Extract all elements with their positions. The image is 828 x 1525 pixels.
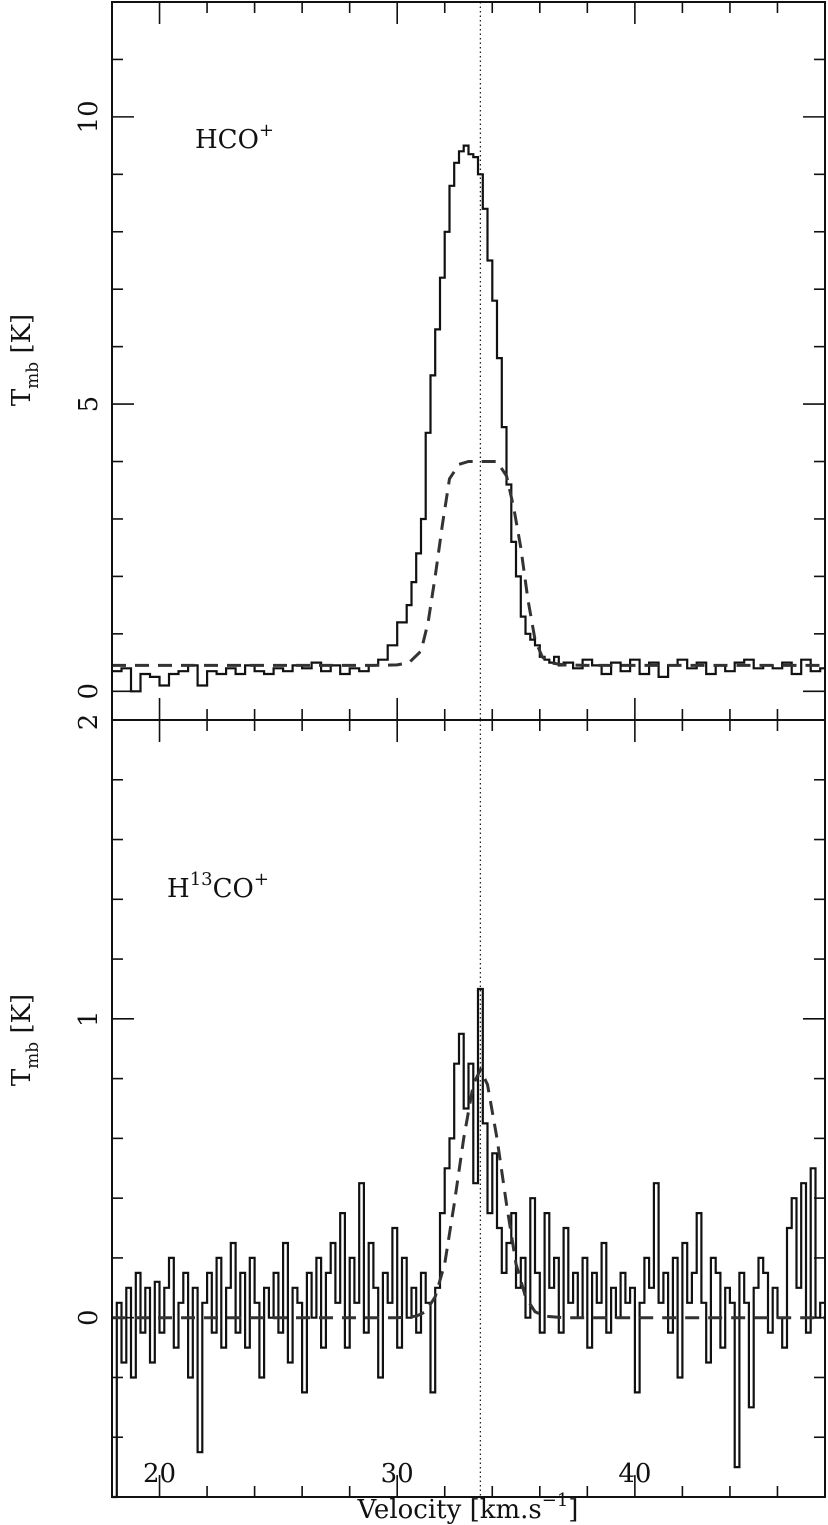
observed-spectrum-histogram (112, 987, 825, 1499)
x-tick-label: 20 (143, 1459, 176, 1489)
top-panel-frame (111, 1, 826, 721)
panel-hco-plus: HCO+ Tmb [K] 0 5 10 (7, 1, 826, 721)
bottom-panel-y-tick-labels: 01 (74, 1011, 104, 1326)
top-panel-y-axis-label: Tmb [K] (7, 314, 43, 406)
y-tick-label: 0 (74, 1309, 104, 1326)
y-tick-label: 5 (74, 396, 104, 413)
y-tick-label: 0 (74, 683, 104, 700)
top-panel-series (112, 144, 825, 693)
top-panel-molecule-label: HCO+ (195, 120, 274, 155)
model-fit-dashed-line (112, 1066, 825, 1320)
x-axis-label: Velocity [km.s−1] (357, 1490, 579, 1525)
y-tick-label: 10 (74, 100, 104, 133)
bottom-panel-top-tick-label: 2 (74, 714, 104, 731)
bottom-panel-molecule-label: H13CO+ (167, 869, 269, 904)
panel-h13co-plus: H13CO+ Tmb [K] 01 2 20 30 40 Velocity [km.… (7, 714, 826, 1525)
top-panel-ticks (112, 2, 825, 720)
model-fit-dashed-line (112, 460, 825, 667)
y-tick-label: 1 (74, 1011, 104, 1028)
x-tick-labels: 20 30 40 (143, 1459, 651, 1489)
bottom-panel-frame (111, 719, 826, 1498)
observed-spectrum-histogram (112, 144, 825, 693)
x-tick-label: 30 (381, 1459, 414, 1489)
bottom-panel-ticks (112, 720, 825, 1497)
bottom-panel-y-axis-label: Tmb [K] (7, 994, 43, 1086)
top-panel-y-tick-labels: 0 5 10 (74, 100, 104, 699)
x-tick-label: 40 (618, 1459, 651, 1489)
bottom-panel-series (112, 987, 825, 1499)
